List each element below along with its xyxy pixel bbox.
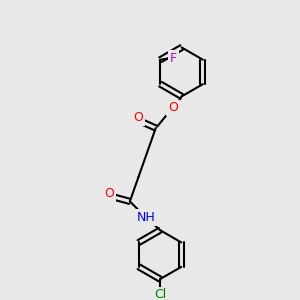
Text: NH: NH	[136, 211, 155, 224]
Text: O: O	[134, 112, 143, 124]
Text: F: F	[170, 52, 177, 65]
Text: O: O	[168, 101, 178, 114]
Text: Cl: Cl	[154, 288, 166, 300]
Text: O: O	[104, 187, 114, 200]
